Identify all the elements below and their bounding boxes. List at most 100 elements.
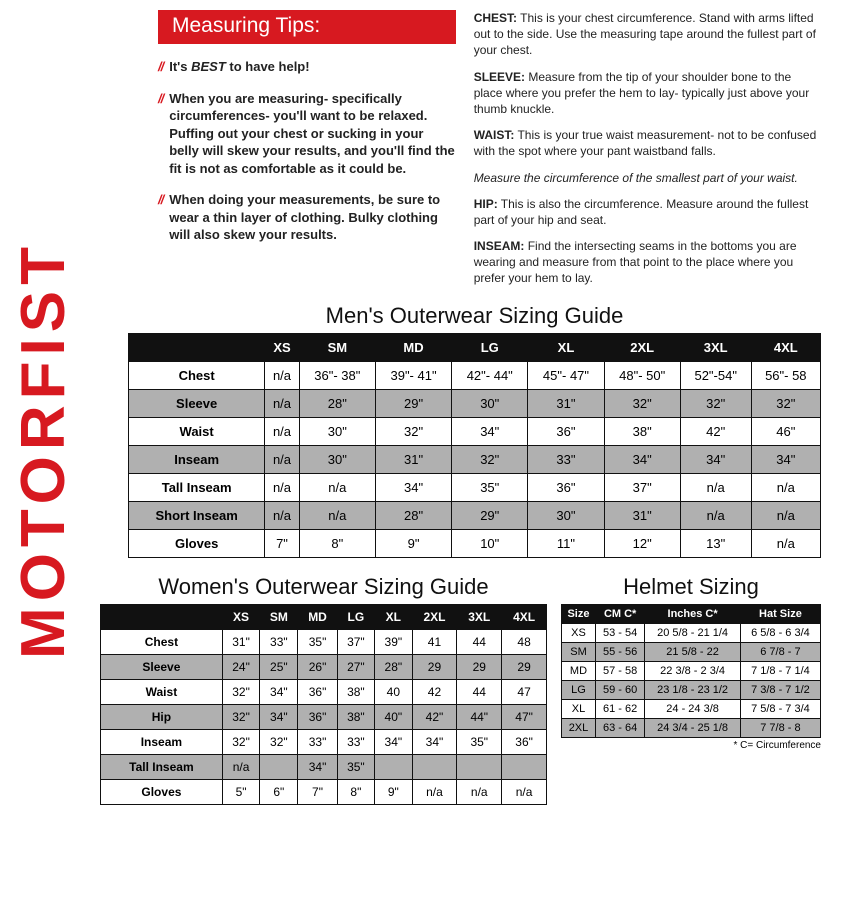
table-row: Tall Inseamn/an/a34"35"36"37"n/an/a	[129, 473, 821, 501]
tips-title: Measuring Tips:	[158, 10, 456, 44]
cell: 11"	[528, 529, 604, 557]
col-header: MD	[375, 333, 451, 361]
cell: 52"-54"	[680, 361, 751, 389]
table-row: Gloves5"6"7"8"9"n/an/an/a	[101, 779, 547, 804]
table-row: Inseamn/a30"31"32"33"34"34"34"	[129, 445, 821, 473]
cell: 39"- 41"	[375, 361, 451, 389]
col-header: CM C*	[595, 604, 644, 623]
cell: 24 3/4 - 25 1/8	[645, 718, 741, 737]
cell: 42"	[680, 417, 751, 445]
cell: n/a	[751, 501, 820, 529]
row-label: Short Inseam	[129, 501, 265, 529]
col-header: 3XL	[457, 604, 502, 629]
cell: 37"	[604, 473, 680, 501]
cell: n/a	[265, 501, 299, 529]
cell: 34"	[375, 473, 451, 501]
cell: 32"	[222, 704, 259, 729]
cell: 24"	[222, 654, 259, 679]
cell: 6 7/8 - 7	[740, 642, 820, 661]
row-label: Chest	[129, 361, 265, 389]
cell: 12"	[604, 529, 680, 557]
womens-title: Women's Outerwear Sizing Guide	[100, 574, 547, 600]
cell: 29"	[452, 501, 528, 529]
cell: 7"	[265, 529, 299, 557]
row-label: Waist	[101, 679, 223, 704]
cell: 26"	[298, 654, 337, 679]
cell	[502, 754, 547, 779]
table-row: XS53 - 5420 5/8 - 21 1/46 5/8 - 6 3/4	[562, 623, 821, 642]
col-header	[129, 333, 265, 361]
cell: 57 - 58	[595, 661, 644, 680]
cell: 33"	[298, 729, 337, 754]
cell: 33"	[337, 729, 374, 754]
cell: 8"	[299, 529, 375, 557]
col-header: 4XL	[751, 333, 820, 361]
cell: 48"- 50"	[604, 361, 680, 389]
cell: 46"	[751, 417, 820, 445]
cell: 7 1/8 - 7 1/4	[740, 661, 820, 680]
cell: 31"	[375, 445, 451, 473]
tip-item: //It's BEST to have help!	[158, 58, 456, 76]
cell: 35"	[457, 729, 502, 754]
cell: n/a	[457, 779, 502, 804]
cell: 30"	[299, 445, 375, 473]
definition-item: INSEAM: Find the intersecting seams in t…	[474, 238, 821, 287]
tip-item: //When you are measuring- specifically c…	[158, 90, 456, 178]
cell: n/a	[265, 473, 299, 501]
cell: n/a	[299, 473, 375, 501]
col-header: Inches C*	[645, 604, 741, 623]
row-label: Gloves	[129, 529, 265, 557]
cell: 42"- 44"	[452, 361, 528, 389]
row-label: Sleeve	[101, 654, 223, 679]
cell: 44	[457, 679, 502, 704]
cell: 32"	[452, 445, 528, 473]
row-label: Chest	[101, 629, 223, 654]
cell: n/a	[751, 473, 820, 501]
cell	[412, 754, 457, 779]
row-label: Tall Inseam	[129, 473, 265, 501]
mens-title: Men's Outerwear Sizing Guide	[128, 303, 821, 329]
cell: 31"	[604, 501, 680, 529]
row-label: Inseam	[129, 445, 265, 473]
table-row: Chest31"33"35"37"39"414448	[101, 629, 547, 654]
cell: n/a	[412, 779, 457, 804]
cell: 32"	[751, 389, 820, 417]
cell: 44	[457, 629, 502, 654]
cell: 36"	[528, 473, 604, 501]
cell: 33"	[528, 445, 604, 473]
definition-item: HIP: This is also the circumference. Mea…	[474, 196, 821, 228]
cell: 20 5/8 - 21 1/4	[645, 623, 741, 642]
cell: 37"	[337, 629, 374, 654]
cell: 56"- 58	[751, 361, 820, 389]
col-header: XS	[222, 604, 259, 629]
col-header: XL	[375, 604, 412, 629]
row-label: Gloves	[101, 779, 223, 804]
cell: 36"	[298, 704, 337, 729]
cell: 42"	[412, 704, 457, 729]
col-header: 4XL	[502, 604, 547, 629]
row-label: Hip	[101, 704, 223, 729]
table-row: Tall Inseamn/a34"35"	[101, 754, 547, 779]
cell: SM	[562, 642, 596, 661]
cell: 7 3/8 - 7 1/2	[740, 680, 820, 699]
cell: XL	[562, 699, 596, 718]
tips-list: //It's BEST to have help! //When you are …	[158, 58, 456, 244]
cell: 29	[457, 654, 502, 679]
definitions: CHEST: This is your chest circumference.…	[474, 10, 821, 297]
cell: 25"	[260, 654, 298, 679]
cell: n/a	[680, 473, 751, 501]
cell: 44"	[457, 704, 502, 729]
cell: 34"	[298, 754, 337, 779]
row-label: Tall Inseam	[101, 754, 223, 779]
table-row: MD57 - 5822 3/8 - 2 3/47 1/8 - 7 1/4	[562, 661, 821, 680]
cell: 31"	[222, 629, 259, 654]
cell: n/a	[265, 361, 299, 389]
brand-logo: MOTORFIST	[8, 0, 79, 900]
cell: 29"	[375, 389, 451, 417]
cell: 7 5/8 - 7 3/4	[740, 699, 820, 718]
cell: 48	[502, 629, 547, 654]
cell	[457, 754, 502, 779]
col-header: SM	[260, 604, 298, 629]
cell: 6"	[260, 779, 298, 804]
cell: 34"	[680, 445, 751, 473]
